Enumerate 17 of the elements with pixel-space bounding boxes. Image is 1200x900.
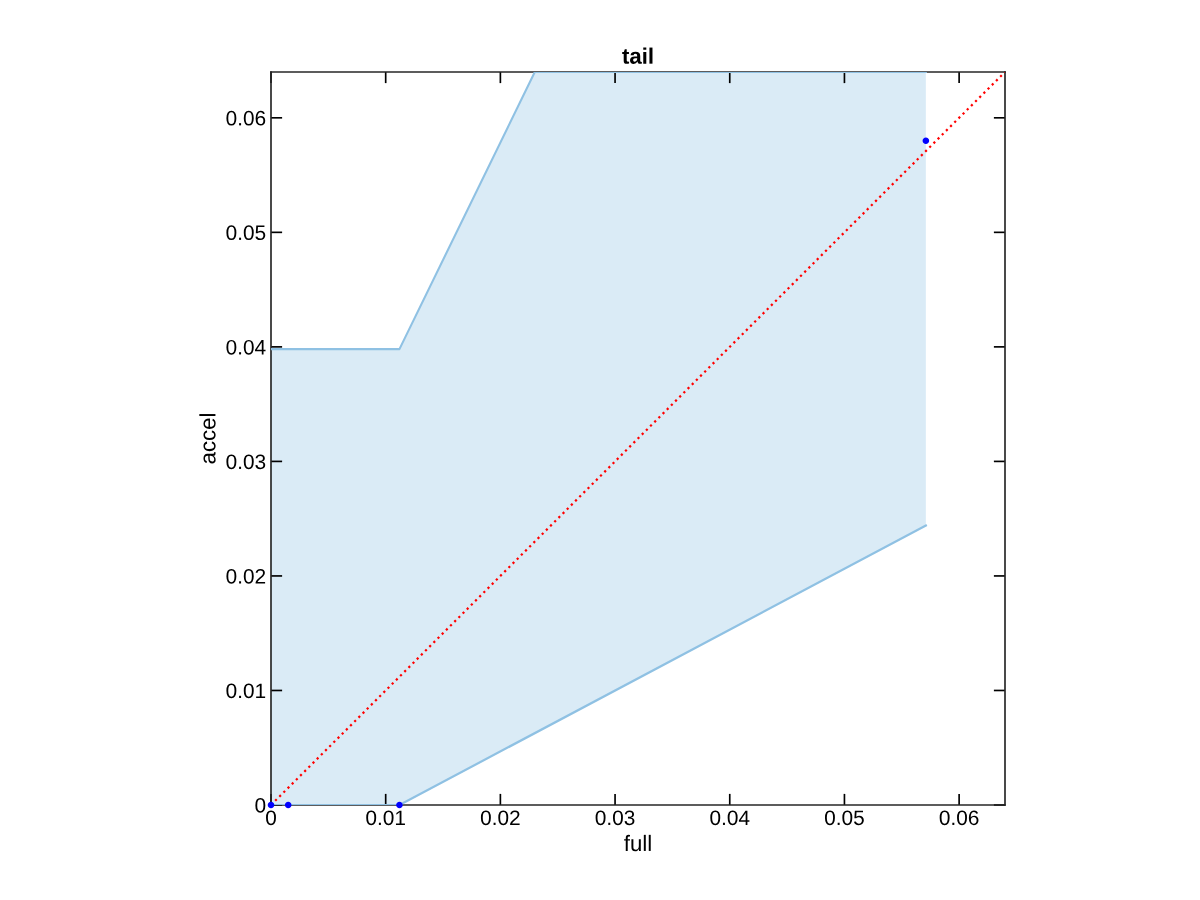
- y-axis-title: accel: [199, 414, 216, 464]
- y-tick-label: 0.04: [226, 339, 266, 355]
- chart-title: tail: [622, 47, 653, 64]
- x-tick-label: 0.04: [710, 810, 750, 826]
- y-tick-label: 0.03: [226, 454, 266, 470]
- x-axis-title: full: [624, 834, 651, 852]
- x-tick-label: 0.02: [480, 810, 520, 826]
- x-tick-label: 0.05: [824, 810, 864, 826]
- y-tick-label: 0.02: [226, 568, 266, 584]
- x-tick-label: 0.03: [595, 810, 635, 826]
- y-tick-label: 0.06: [226, 110, 266, 126]
- y-tick-label: 0.01: [226, 683, 266, 699]
- y-tick-label: 0.05: [226, 225, 266, 241]
- x-tick-label: 0: [266, 810, 276, 826]
- x-tick-label: 0.06: [939, 810, 979, 826]
- x-tick-label: 0.01: [366, 810, 405, 826]
- y-tick-label: 0: [255, 798, 266, 813]
